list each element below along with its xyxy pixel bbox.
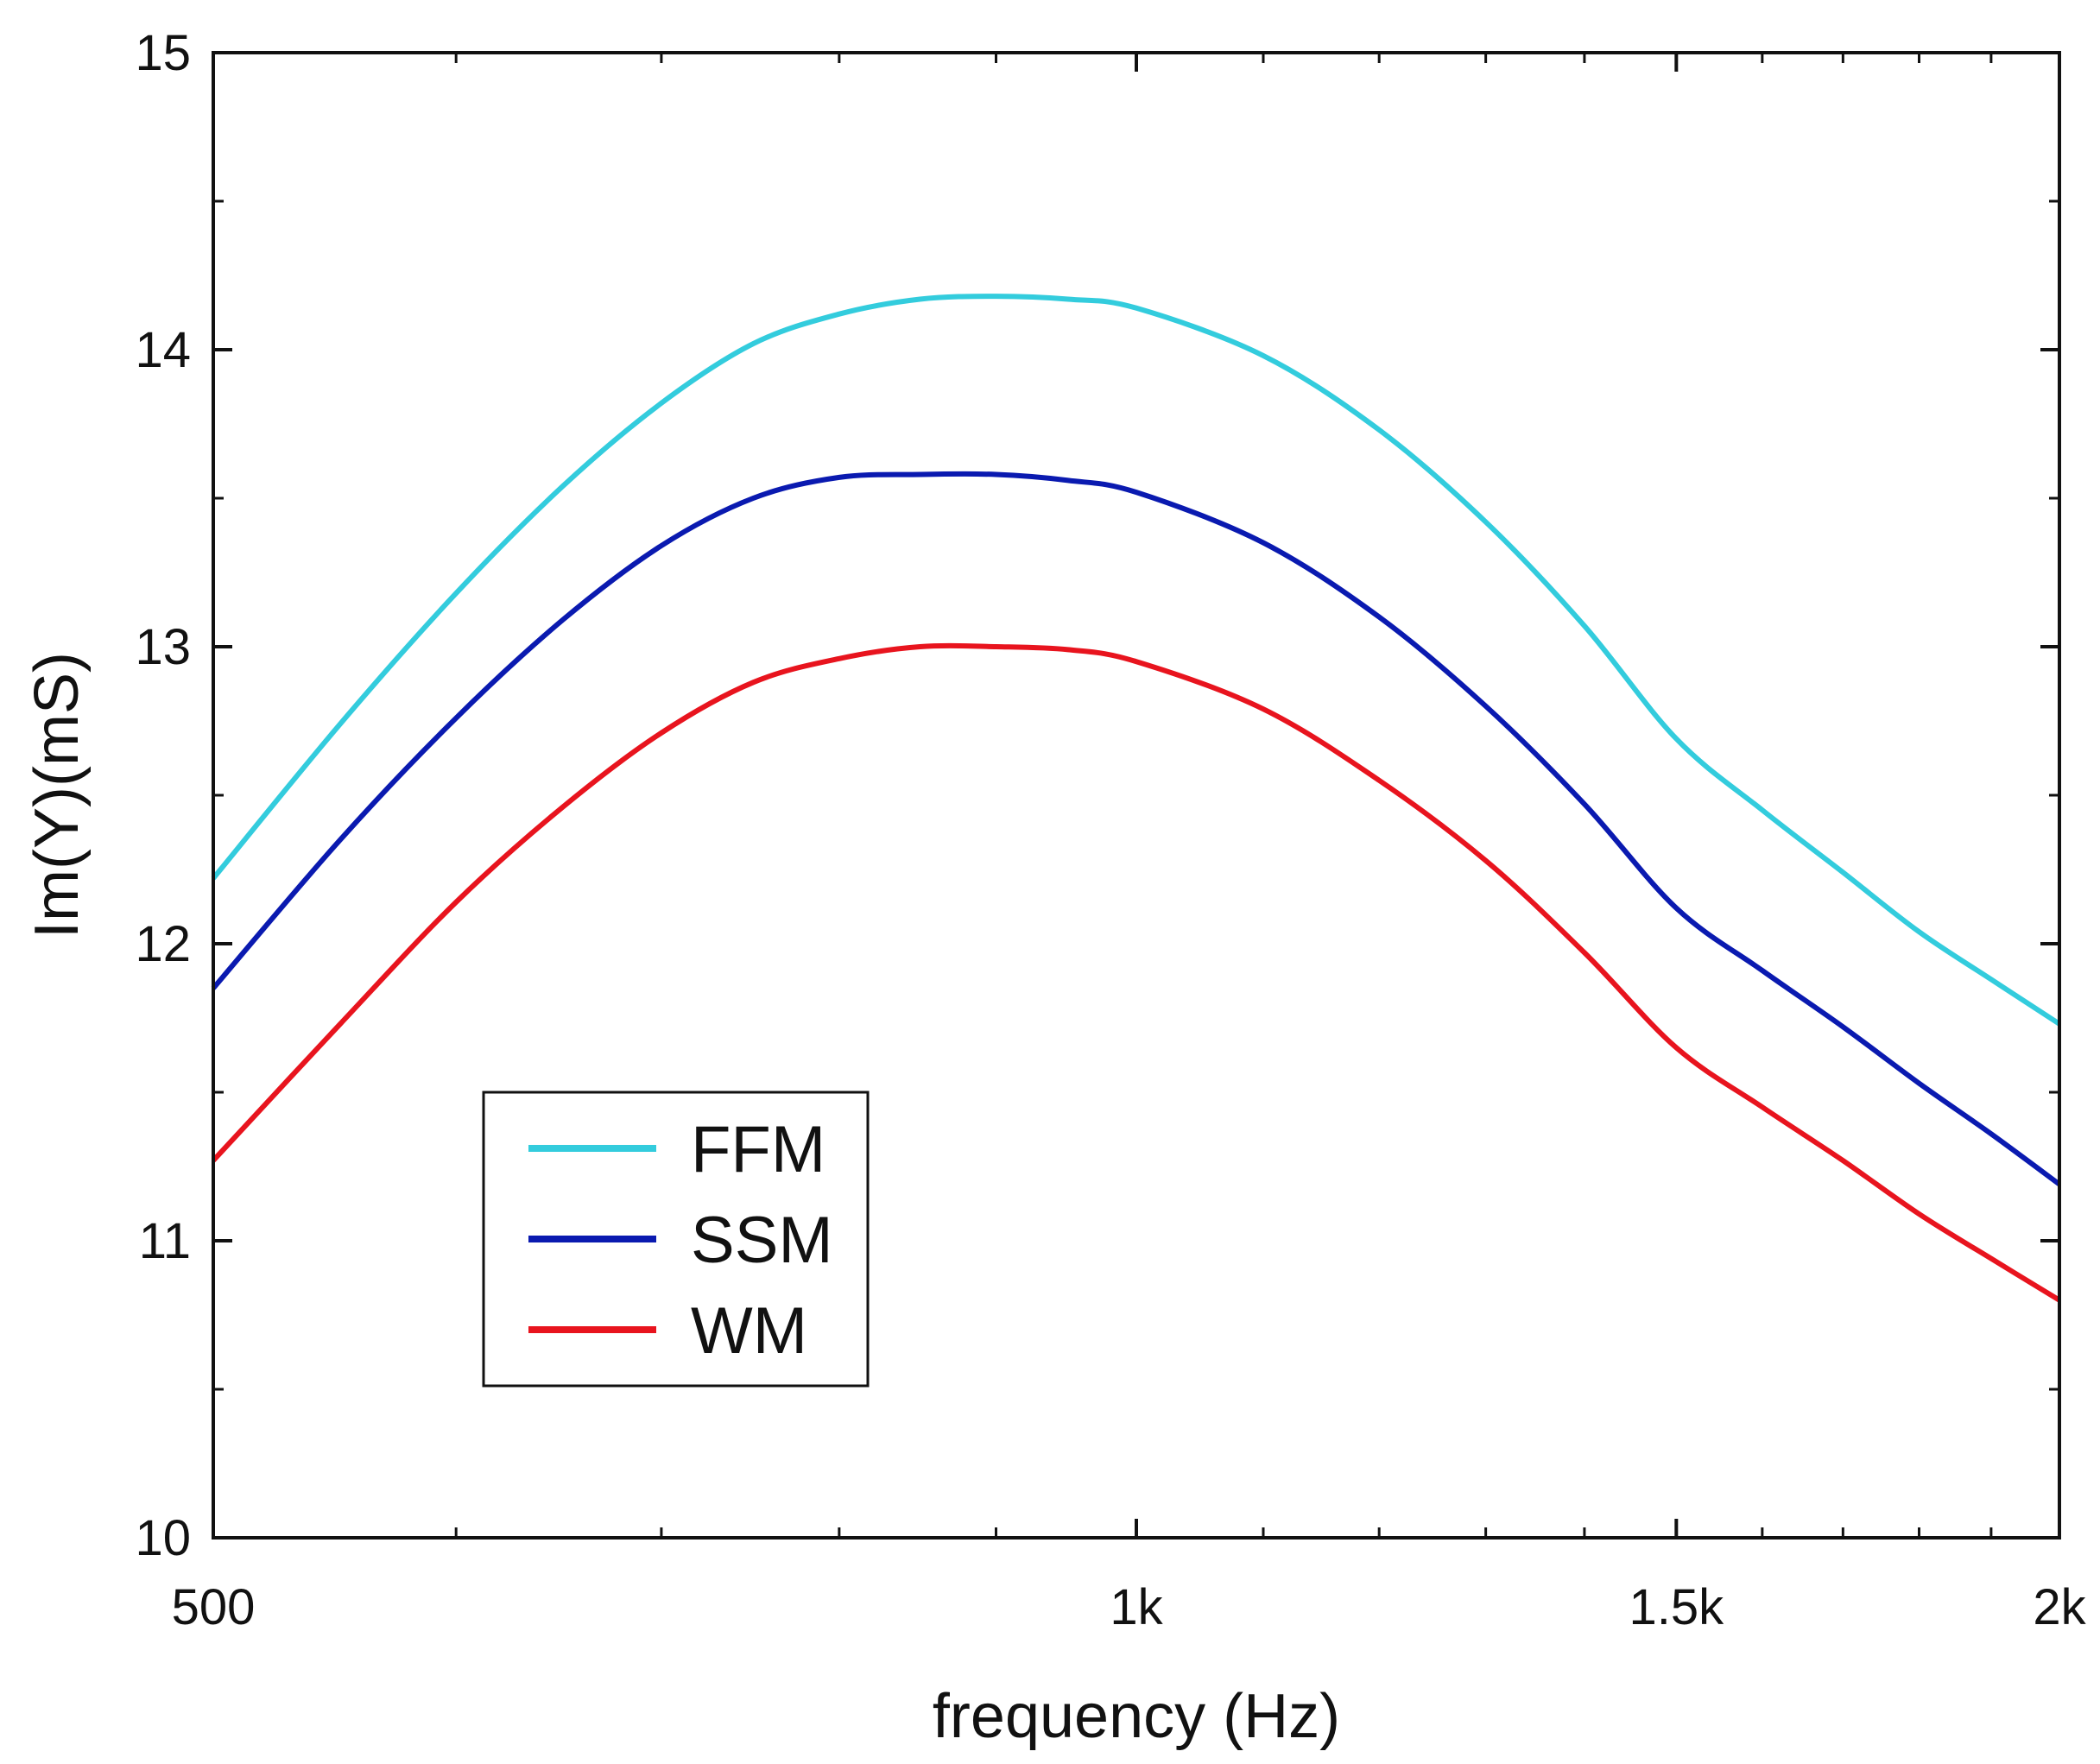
legend-label-ssm: SSM [691,1204,833,1277]
legend-label-wm: WM [691,1294,807,1368]
x-axis-title: frequency (Hz) [933,1682,1340,1751]
series-line-ssm [211,471,2061,1187]
y-axis-title: Im(Y)(mS) [22,652,92,939]
y-tick-label: 12 [135,916,191,972]
series-line-wm [211,642,2061,1303]
tick-labels: 10 11 12 13 14 15 500 1k 1.5k 2k [135,25,2086,1635]
y-tick-label: 15 [135,25,191,81]
x-tick-label: 2k [2033,1579,2086,1635]
legend-label-ffm: FFM [691,1113,825,1186]
legend: FFM SSM WM [482,1091,870,1388]
series-layer [211,294,2061,1303]
y-tick-label: 13 [135,619,191,675]
series-line-ffm [211,294,2061,1027]
x-tick-label: 1k [1110,1579,1163,1635]
y-tick-label: 14 [135,322,191,378]
plot-frame [212,51,2061,1540]
y-tick-label: 10 [135,1510,191,1566]
x-tick-label: 500 [172,1579,256,1635]
y-tick-label: 11 [139,1213,191,1269]
x-tick-label: 1.5k [1629,1579,1725,1635]
